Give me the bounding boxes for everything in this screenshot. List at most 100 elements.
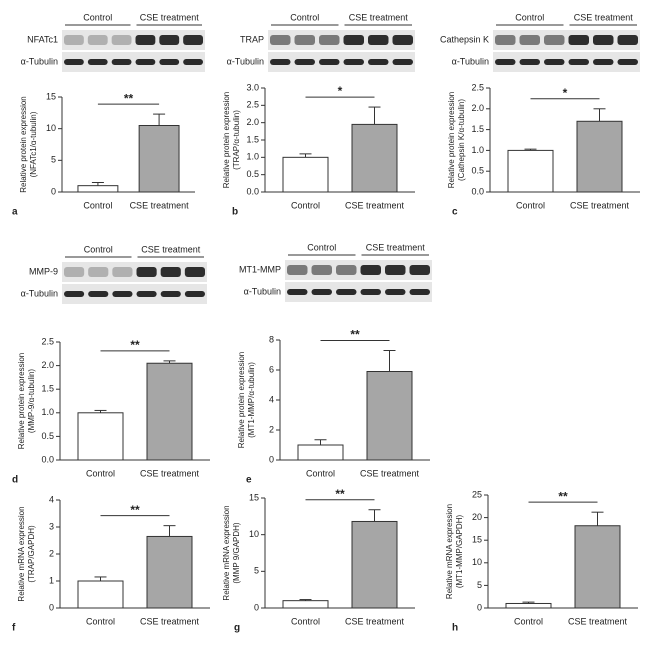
blot-band — [368, 59, 389, 65]
bar — [576, 120, 623, 193]
y-tick-label: 0 — [51, 186, 56, 196]
blot-band — [184, 291, 205, 297]
y-tick-label: 15 — [472, 535, 482, 545]
blot-background — [62, 284, 207, 304]
blot-band — [311, 289, 332, 295]
bar — [366, 371, 413, 461]
y-axis-label: (MMP-9/α-tubulin) — [27, 369, 36, 434]
blot-background — [493, 52, 640, 72]
y-tick-label: 0 — [49, 602, 54, 612]
x-tick-label: Control — [291, 200, 320, 210]
bar — [351, 123, 398, 193]
blot-band — [270, 35, 291, 45]
y-tick-label: 0.0 — [471, 186, 484, 196]
y-tick-label: 2.5 — [471, 82, 484, 92]
bar — [351, 520, 398, 609]
y-axis-label: (MMP 9/GAPDH) — [232, 522, 241, 584]
blot-group-label: CSE treatment — [349, 12, 409, 22]
blot-group-label: Control — [515, 12, 544, 22]
blot-row-label: α-Tubulin — [244, 286, 281, 296]
panel-label: d — [12, 475, 18, 486]
blot-band — [519, 59, 540, 65]
blot-band — [409, 265, 430, 275]
blot-band — [294, 35, 315, 45]
y-axis-label: (TRAP/α-tubulin) — [232, 110, 241, 170]
blot-band — [87, 59, 108, 65]
y-tick-label: 0.0 — [41, 454, 54, 464]
y-tick-label: 20 — [472, 512, 482, 522]
x-tick-label: Control — [514, 616, 543, 626]
blot-group-label: Control — [83, 12, 112, 22]
blot-band — [64, 291, 85, 297]
y-axis-label: Relative protein expression — [19, 96, 28, 193]
blot-band — [617, 59, 638, 65]
x-tick-label: CSE treatment — [570, 200, 630, 210]
blot-band — [593, 35, 614, 45]
significance: * — [563, 86, 568, 100]
bar — [505, 602, 552, 609]
blot-band — [368, 35, 389, 45]
blot-band — [183, 35, 203, 45]
y-axis-label: (NFATc1/α-tubulin) — [29, 111, 38, 177]
significance: ** — [350, 328, 360, 342]
blot-row-label: α-Tubulin — [21, 288, 58, 298]
significance: ** — [558, 489, 568, 503]
blot-band — [319, 59, 340, 65]
y-tick-label: 6 — [269, 364, 274, 374]
y-tick-label: 5 — [477, 580, 482, 590]
blot-group-label: CSE treatment — [574, 12, 634, 22]
y-tick-label: 2.5 — [246, 100, 259, 110]
bar — [507, 149, 554, 193]
bar — [146, 362, 193, 461]
blot-band — [159, 35, 180, 45]
y-tick-label: 10 — [472, 557, 482, 567]
blot-background — [268, 52, 415, 72]
blot-band — [409, 289, 430, 295]
x-tick-label: Control — [291, 616, 320, 626]
blot-group-label: CSE treatment — [141, 244, 201, 254]
panel-label: h — [452, 623, 458, 634]
blot-band — [336, 265, 357, 275]
bar — [297, 444, 344, 461]
y-tick-label: 1.5 — [246, 134, 259, 144]
blot-group-label: CSE treatment — [140, 12, 200, 22]
blot-row-label: α-Tubulin — [452, 56, 489, 66]
blot-band — [593, 59, 614, 65]
blot-band — [183, 59, 203, 65]
panel-label: f — [12, 623, 16, 634]
x-tick-label: CSE treatment — [130, 200, 190, 210]
y-axis-label: Relative protein expression — [17, 353, 26, 450]
y-axis-label: Relative mRNA expression — [222, 505, 231, 600]
y-tick-label: 1.5 — [471, 124, 484, 134]
blot-band — [64, 35, 84, 45]
blot-row-label: α-Tubulin — [21, 56, 58, 66]
blot-band — [294, 59, 315, 65]
y-tick-label: 0.5 — [41, 431, 54, 441]
y-tick-label: 5 — [254, 566, 259, 576]
x-tick-label: CSE treatment — [140, 468, 200, 478]
bar — [138, 125, 180, 193]
blot-band — [64, 267, 85, 277]
y-axis-label: Relative protein expression — [447, 92, 456, 189]
panel-label: b — [232, 207, 238, 218]
blot-band — [135, 35, 156, 45]
blot-group-label: Control — [290, 12, 319, 22]
blot-band — [88, 267, 109, 277]
x-tick-label: CSE treatment — [345, 200, 405, 210]
blot-row-label: Cathepsin K — [440, 34, 489, 44]
blot-band — [519, 35, 540, 45]
bar — [77, 412, 124, 461]
y-tick-label: 15 — [46, 91, 56, 101]
blot-band — [160, 291, 181, 297]
blot-band — [311, 265, 332, 275]
blot-row-label: NFATc1 — [27, 34, 58, 44]
y-tick-label: 3.0 — [246, 82, 259, 92]
blot-row-label: MT1-MMP — [239, 264, 281, 274]
y-tick-label: 3 — [49, 521, 54, 531]
bar — [77, 185, 119, 193]
blot-band — [568, 59, 589, 65]
y-tick-label: 8 — [269, 334, 274, 344]
y-tick-label: 0.0 — [246, 186, 259, 196]
y-tick-label: 10 — [46, 123, 56, 133]
